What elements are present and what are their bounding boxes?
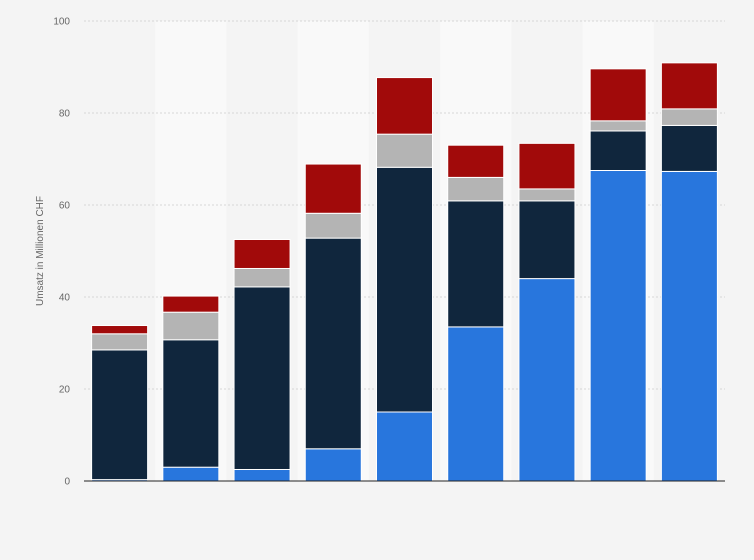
bar-segment[interactable] — [589, 68, 647, 122]
bar-segment[interactable] — [447, 200, 505, 328]
bars — [91, 62, 718, 482]
bar-segment[interactable] — [518, 278, 576, 482]
bar-segment[interactable] — [660, 108, 718, 126]
bar-segment[interactable] — [447, 176, 505, 202]
bar-segment[interactable] — [91, 333, 149, 351]
y-tick-labels: 0 20 40 60 80 100 — [53, 17, 70, 488]
y-tick-label: 60 — [59, 201, 71, 212]
y-tick-label: 20 — [59, 385, 71, 396]
y-tick-label: 40 — [59, 293, 71, 304]
bar-segment[interactable] — [304, 237, 362, 450]
y-tick-label: 80 — [59, 109, 71, 120]
bar-segment[interactable] — [518, 188, 576, 202]
y-tick-label: 0 — [64, 477, 70, 488]
bar-segment[interactable] — [162, 339, 220, 468]
bar-segment[interactable] — [518, 200, 576, 280]
bar-segment[interactable] — [589, 120, 647, 132]
bar-segment[interactable] — [304, 163, 362, 214]
bar-segment[interactable] — [233, 469, 291, 482]
y-tick-label: 100 — [53, 17, 70, 28]
bar-segment[interactable] — [376, 166, 433, 413]
bar-segment[interactable] — [162, 295, 220, 313]
bar-segment[interactable] — [660, 170, 718, 482]
bar-segment[interactable] — [447, 326, 505, 482]
bar-segment[interactable] — [589, 130, 647, 172]
bar-segment[interactable] — [233, 267, 291, 288]
bar-segment[interactable] — [162, 466, 220, 482]
bar-segment[interactable] — [376, 411, 433, 482]
bar-segment[interactable] — [304, 448, 362, 482]
bar-segment[interactable] — [91, 349, 149, 481]
bar-segment[interactable] — [376, 77, 433, 135]
bar-segment[interactable] — [233, 239, 291, 269]
bar-segment[interactable] — [589, 170, 647, 482]
bar-segment[interactable] — [518, 142, 576, 190]
bar-segment[interactable] — [660, 124, 718, 172]
bar-segment[interactable] — [660, 62, 718, 110]
bar-segment[interactable] — [376, 133, 433, 168]
bar-segment[interactable] — [447, 144, 505, 178]
bar-segment[interactable] — [91, 325, 149, 335]
bar-segment[interactable] — [233, 286, 291, 470]
bar-segment[interactable] — [304, 212, 362, 239]
bar-segment[interactable] — [162, 311, 220, 341]
y-axis-title: Umsatz in Millionen CHF — [35, 196, 46, 306]
